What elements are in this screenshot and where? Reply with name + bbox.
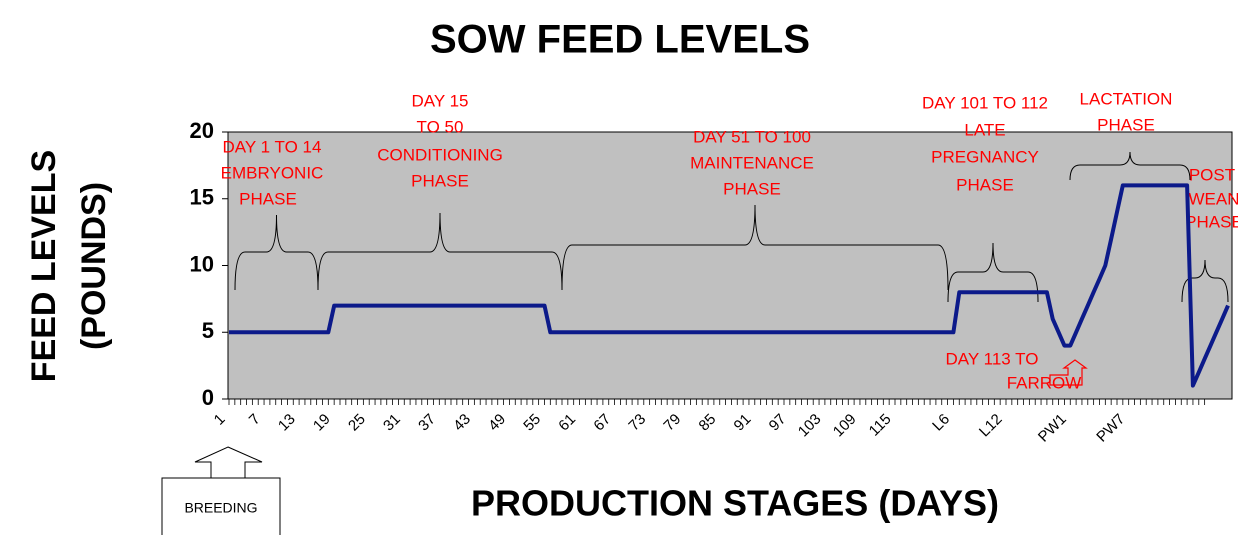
data-line — [229, 183, 1230, 388]
x-tick-label: 97 — [766, 411, 790, 435]
brace — [1069, 151, 1191, 181]
annotation: FARROW — [1007, 373, 1082, 392]
annotation: PREGNANCY — [931, 147, 1039, 166]
x-tick-label: 103 — [795, 411, 825, 441]
braces — [234, 151, 1229, 303]
x-tick-label: 115 — [866, 411, 895, 440]
annotation: PHASE — [1097, 115, 1155, 134]
y-axis-label: FEED LEVELS — [25, 150, 63, 382]
x-tick-label: 49 — [485, 411, 509, 435]
annotation: LACTATION — [1080, 89, 1173, 108]
x-tick-label: 55 — [520, 411, 544, 435]
x-tick-label: 85 — [696, 411, 720, 435]
x-tick-label: PW1 — [1035, 411, 1070, 446]
annotation: CONDITIONING — [377, 145, 503, 164]
annotation: PHASE — [956, 175, 1014, 194]
annotation: LATE — [964, 120, 1005, 139]
annotation: MAINTENANCE — [690, 153, 814, 172]
annotation: WEAN — [1189, 189, 1238, 208]
plot-area — [227, 131, 1233, 400]
x-tick-label: 61 — [555, 411, 579, 435]
annotation: DAY 101 TO 112 — [922, 93, 1048, 112]
y-tick-label: 15 — [190, 185, 214, 210]
annotations: DAY 1 TO 14 EMBRYONIC PHASE DAY 15 TO 50… — [221, 89, 1238, 392]
annotation: DAY 113 TO — [946, 349, 1039, 368]
breeding-arrow — [194, 446, 263, 479]
x-tick-label: L6 — [929, 411, 953, 435]
x-tick-label: 1 — [211, 411, 229, 429]
x-tick-label: 19 — [310, 411, 334, 435]
x-tick-label: 109 — [830, 411, 860, 441]
annotation: PHASE — [1185, 212, 1238, 231]
x-tick-label: 91 — [731, 411, 755, 435]
annotation: DAY 1 TO 14 — [223, 137, 322, 156]
farrow-arrow — [1049, 359, 1088, 386]
x-tick-label: 31 — [380, 411, 404, 435]
brace — [317, 212, 563, 291]
x-tick-label: 67 — [590, 411, 614, 435]
annotation: DAY 51 TO 100 — [693, 127, 811, 146]
x-tick-label: 79 — [660, 411, 684, 435]
annotation: EMBRYONIC — [221, 163, 324, 182]
x-tick-label: 37 — [415, 411, 439, 435]
annotation: POST — [1189, 165, 1235, 184]
x-axis-label: PRODUCTION STAGES (DAYS) — [471, 483, 999, 524]
y-tick-label: 5 — [202, 318, 214, 343]
x-tick-label: PW7 — [1093, 411, 1128, 446]
brace — [1181, 259, 1229, 303]
x-tick-label: 73 — [625, 411, 649, 435]
brace — [561, 204, 949, 291]
annotation: PHASE — [239, 189, 297, 208]
y-tick-label: 10 — [190, 251, 214, 276]
annotation: BREEDING — [184, 500, 257, 516]
x-tick-label: L12 — [976, 411, 1006, 441]
x-tick-label: 25 — [345, 411, 369, 435]
annotation: PHASE — [411, 171, 469, 190]
breeding-box — [161, 477, 281, 535]
annotation: DAY 15 — [411, 91, 468, 110]
x-tick-label: 7 — [246, 411, 264, 429]
y-tick-label: 0 — [202, 385, 214, 410]
y-tick-label: 20 — [190, 118, 214, 143]
x-tick-label: 13 — [275, 411, 299, 435]
annotation: TO 50 — [417, 117, 464, 136]
brace — [947, 242, 1039, 303]
brace — [234, 214, 319, 291]
annotation: PHASE — [723, 179, 781, 198]
y-axis-label: (POUNDS) — [75, 182, 113, 350]
chart-title: SOW FEED LEVELS — [430, 18, 810, 62]
x-tick-label: 43 — [450, 411, 474, 435]
